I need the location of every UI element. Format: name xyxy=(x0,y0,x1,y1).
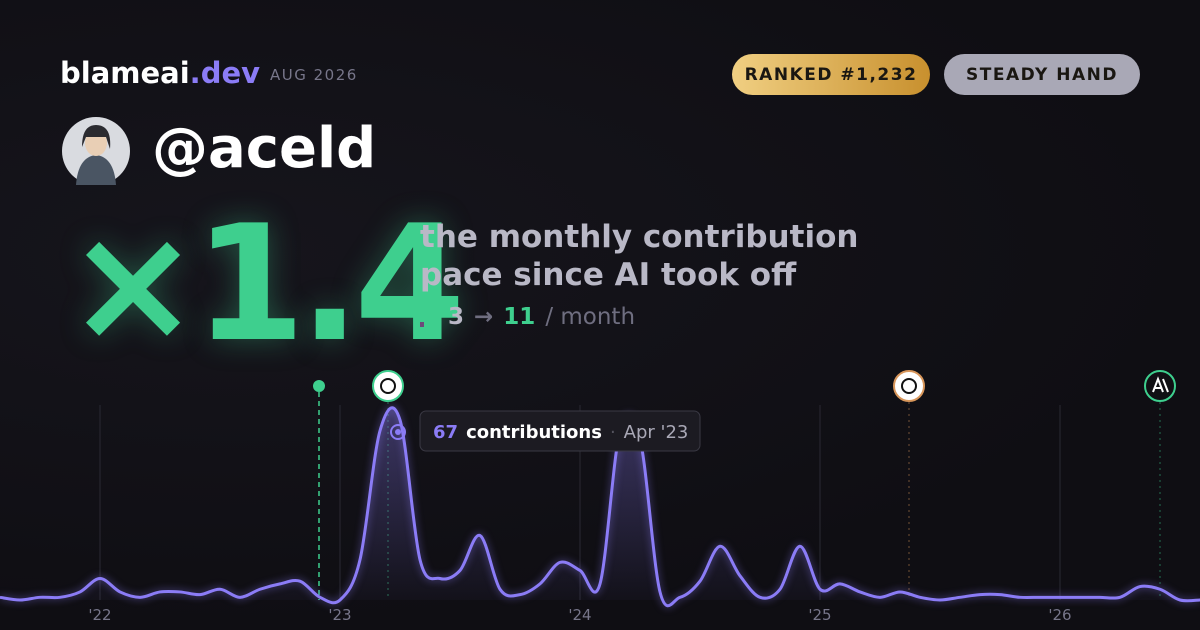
tooltip-box xyxy=(419,410,701,452)
event-icon-glyph xyxy=(901,378,917,394)
pace-arrow: → xyxy=(474,304,494,330)
line xyxy=(0,406,1200,608)
rank-badge: RANKED #1,232 xyxy=(732,54,930,95)
events xyxy=(313,370,1176,600)
avatar xyxy=(62,117,130,185)
tooltip-value: 67 xyxy=(433,422,458,443)
brand-name: blameai xyxy=(60,56,190,90)
x-tick-label: '23 xyxy=(328,606,351,624)
pace-before: 3 xyxy=(448,304,465,330)
x-tick-label: '26 xyxy=(1048,606,1071,624)
x-tick-label: '25 xyxy=(808,606,831,624)
handle: @aceld xyxy=(152,116,377,181)
pace-stats: 3 → 11 / month xyxy=(420,304,635,330)
brand: blameai.dev xyxy=(60,56,260,90)
tooltip-sep: · xyxy=(610,422,616,443)
pace-unit: / month xyxy=(545,304,636,330)
pace-after: 11 xyxy=(503,304,536,330)
multiplier: ×1.4 xyxy=(66,190,465,377)
brand-tld: .dev xyxy=(189,56,261,90)
event-dot xyxy=(313,380,325,392)
caption-line: pace since AI took off xyxy=(420,257,797,293)
tooltip-label: contributions xyxy=(466,422,602,443)
tooltip: 67 contributions · Apr '23 xyxy=(419,410,701,452)
caption: the monthly contribution pace since AI t… xyxy=(420,218,858,294)
event-icon xyxy=(372,370,404,402)
event-icon-glyph xyxy=(1152,376,1169,393)
tooltip-date: Apr '23 xyxy=(624,422,689,443)
title-badge: STEADY HAND xyxy=(944,54,1140,95)
event-icon-glyph xyxy=(380,378,396,394)
x-tick-label: '24 xyxy=(568,606,591,624)
caption-line: the monthly contribution xyxy=(420,219,859,255)
tooltip-point xyxy=(390,424,406,440)
x-axis: '22 '23 '24 '25 '26 xyxy=(88,405,1072,624)
tooltip-text: 67 contributions · Apr '23 xyxy=(433,422,688,443)
tooltip-point-core xyxy=(395,429,401,435)
pace-icon xyxy=(420,308,436,327)
x-tick-label: '22 xyxy=(88,606,111,624)
event-icon xyxy=(893,370,925,402)
date: AUG 2026 xyxy=(270,66,358,84)
